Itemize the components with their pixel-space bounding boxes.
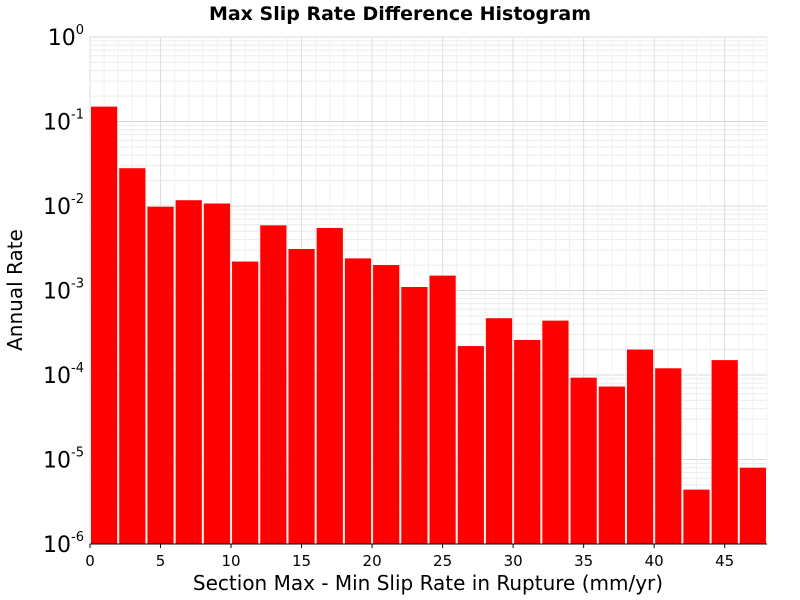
histogram-bar [739,467,766,544]
histogram-bar [655,368,682,544]
histogram-bar [711,360,738,544]
histogram-bar [542,320,569,544]
y-tick-label: 10-6 [43,530,84,558]
x-tick-label: 20 [363,552,382,570]
histogram-bar [91,106,118,544]
histogram-bar [485,318,513,544]
y-tick-labels: 100 10-1 10-2 10-3 10-4 10-5 10-6 [43,23,84,558]
x-tick-label: 10 [221,552,240,570]
x-tick-label: 0 [85,552,95,570]
histogram-bar [514,339,541,544]
histogram-bar [598,386,625,544]
histogram-bar [344,258,372,544]
y-tick-label: 10-2 [43,192,84,220]
x-tick-label: 40 [645,552,664,570]
histogram-bar [457,346,484,544]
y-tick-label: 10-3 [43,277,84,305]
y-tick-label: 10-5 [43,446,84,474]
histogram-bar [316,227,343,545]
x-tick-label: 25 [433,552,452,570]
x-tick-labels: 0 5 10 15 20 25 30 35 40 45 [85,544,734,570]
y-tick-label: 10-4 [43,361,84,389]
histogram-bar [683,489,710,544]
histogram-bar [147,206,174,544]
histogram-bar [401,287,428,544]
x-tick-label: 15 [292,552,311,570]
histogram-bar [288,248,315,545]
histogram-bar [373,265,400,544]
histogram-bar [570,377,597,544]
histogram-bar [175,200,202,545]
histogram-bar [232,261,259,544]
bars-group [91,106,766,545]
x-tick-label: 30 [504,552,523,570]
y-tick-label: 100 [48,23,84,51]
x-axis-label: Section Max - Min Slip Rate in Rupture (… [193,571,663,595]
y-tick-label: 10-1 [43,108,84,136]
x-tick-label: 5 [156,552,166,570]
histogram-bar [626,349,654,544]
y-axis-label: Annual Rate [3,229,27,351]
x-tick-label: 35 [574,552,593,570]
histogram-bar [260,225,287,544]
histogram-bar [429,275,456,544]
chart-title: Max Slip Rate Difference Histogram [209,3,591,25]
x-tick-label: 45 [715,552,734,570]
histogram-bar [119,168,146,544]
histogram-bar [203,203,231,544]
